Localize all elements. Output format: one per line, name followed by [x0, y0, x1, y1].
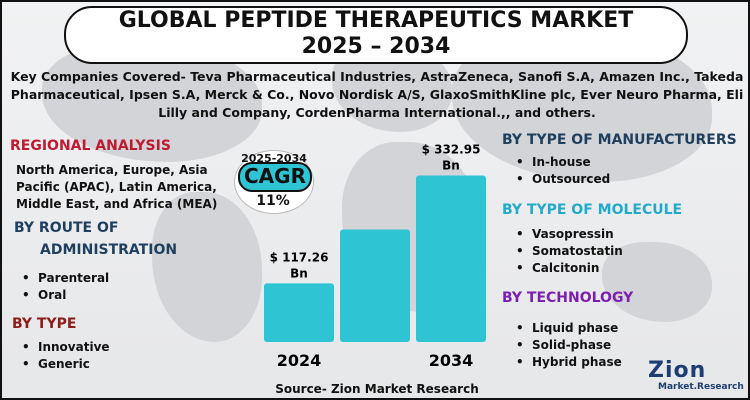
route-heading-line-1: BY ROUTE OF [14, 220, 119, 236]
category-label-2024: 2024 [277, 351, 322, 370]
molecule-list: Vasopressin Somatostatin Calcitonin [512, 226, 623, 277]
type-item-innovative: Innovative [18, 339, 110, 356]
technology-item-solid-phase: Solid-phase [512, 337, 622, 354]
page-title: GLOBAL PEPTIDE THERAPEUTICS MARKET 2025 … [64, 6, 688, 64]
key-companies-text: Key Companies Covered- Teva Pharmaceutic… [10, 69, 744, 120]
market-size-chart: $ 117.26 Bn 2024 $ 332.95 Bn 2034 [264, 143, 486, 370]
manufacturers-item-in-house: In-house [512, 154, 610, 171]
technology-item-liquid-phase: Liquid phase [512, 320, 622, 337]
molecule-item-somatostatin: Somatostatin [512, 243, 623, 260]
cagr-value: 11% [256, 193, 290, 209]
type-list: Innovative Generic [18, 339, 110, 373]
type-heading: BY TYPE [12, 316, 77, 332]
molecule-heading: BY TYPE OF MOLECULE [502, 202, 683, 218]
technology-list: Liquid phase Solid-phase Hybrid phase [512, 320, 622, 371]
title-line-2: 2025 – 2034 [301, 34, 451, 59]
regional-analysis-heading: REGIONAL ANALYSIS [10, 138, 171, 154]
value-label-2024: $ 117.26 [270, 250, 329, 264]
technology-heading: BY TECHNOLOGY [502, 290, 634, 306]
cagr-years: 2025-2034 [241, 152, 307, 165]
source-caption: Source- Zion Market Research [275, 382, 479, 396]
type-item-generic: Generic [18, 356, 110, 373]
technology-item-hybrid-phase: Hybrid phase [512, 354, 622, 371]
route-list: Parenteral Oral [18, 270, 109, 304]
logo-main-text: Zion [648, 358, 707, 383]
bar-2034 [416, 175, 486, 342]
title-line-1: GLOBAL PEPTIDE THERAPEUTICS MARKET [118, 8, 634, 33]
molecule-item-calcitonin: Calcitonin [512, 260, 623, 277]
regional-analysis-text: North America, Europe, Asia Pacific (APA… [16, 163, 218, 211]
route-heading-line-2: ADMINISTRATION [40, 242, 178, 258]
cagr-label: CAGR [238, 162, 312, 192]
molecule-item-vasopressin: Vasopressin [512, 226, 623, 243]
value-unit-2024: Bn [290, 266, 308, 280]
route-item-parenteral: Parenteral [18, 270, 109, 287]
route-item-oral: Oral [18, 287, 109, 304]
manufacturers-item-outsourced: Outsourced [512, 171, 610, 188]
category-label-2034: 2034 [429, 351, 474, 370]
bar-mid-1 [340, 229, 410, 342]
logo-sub-text: Market.Research [658, 382, 744, 392]
manufacturers-list: In-house Outsourced [512, 154, 610, 188]
zion-logo: Zion Market.Research [648, 358, 744, 396]
value-label-2034: $ 332.95 [422, 143, 481, 157]
map-south-america [152, 192, 262, 342]
manufacturers-heading: BY TYPE OF MANUFACTURERS [502, 132, 737, 148]
bar-2024 [264, 283, 334, 342]
value-unit-2034: Bn [442, 159, 460, 173]
